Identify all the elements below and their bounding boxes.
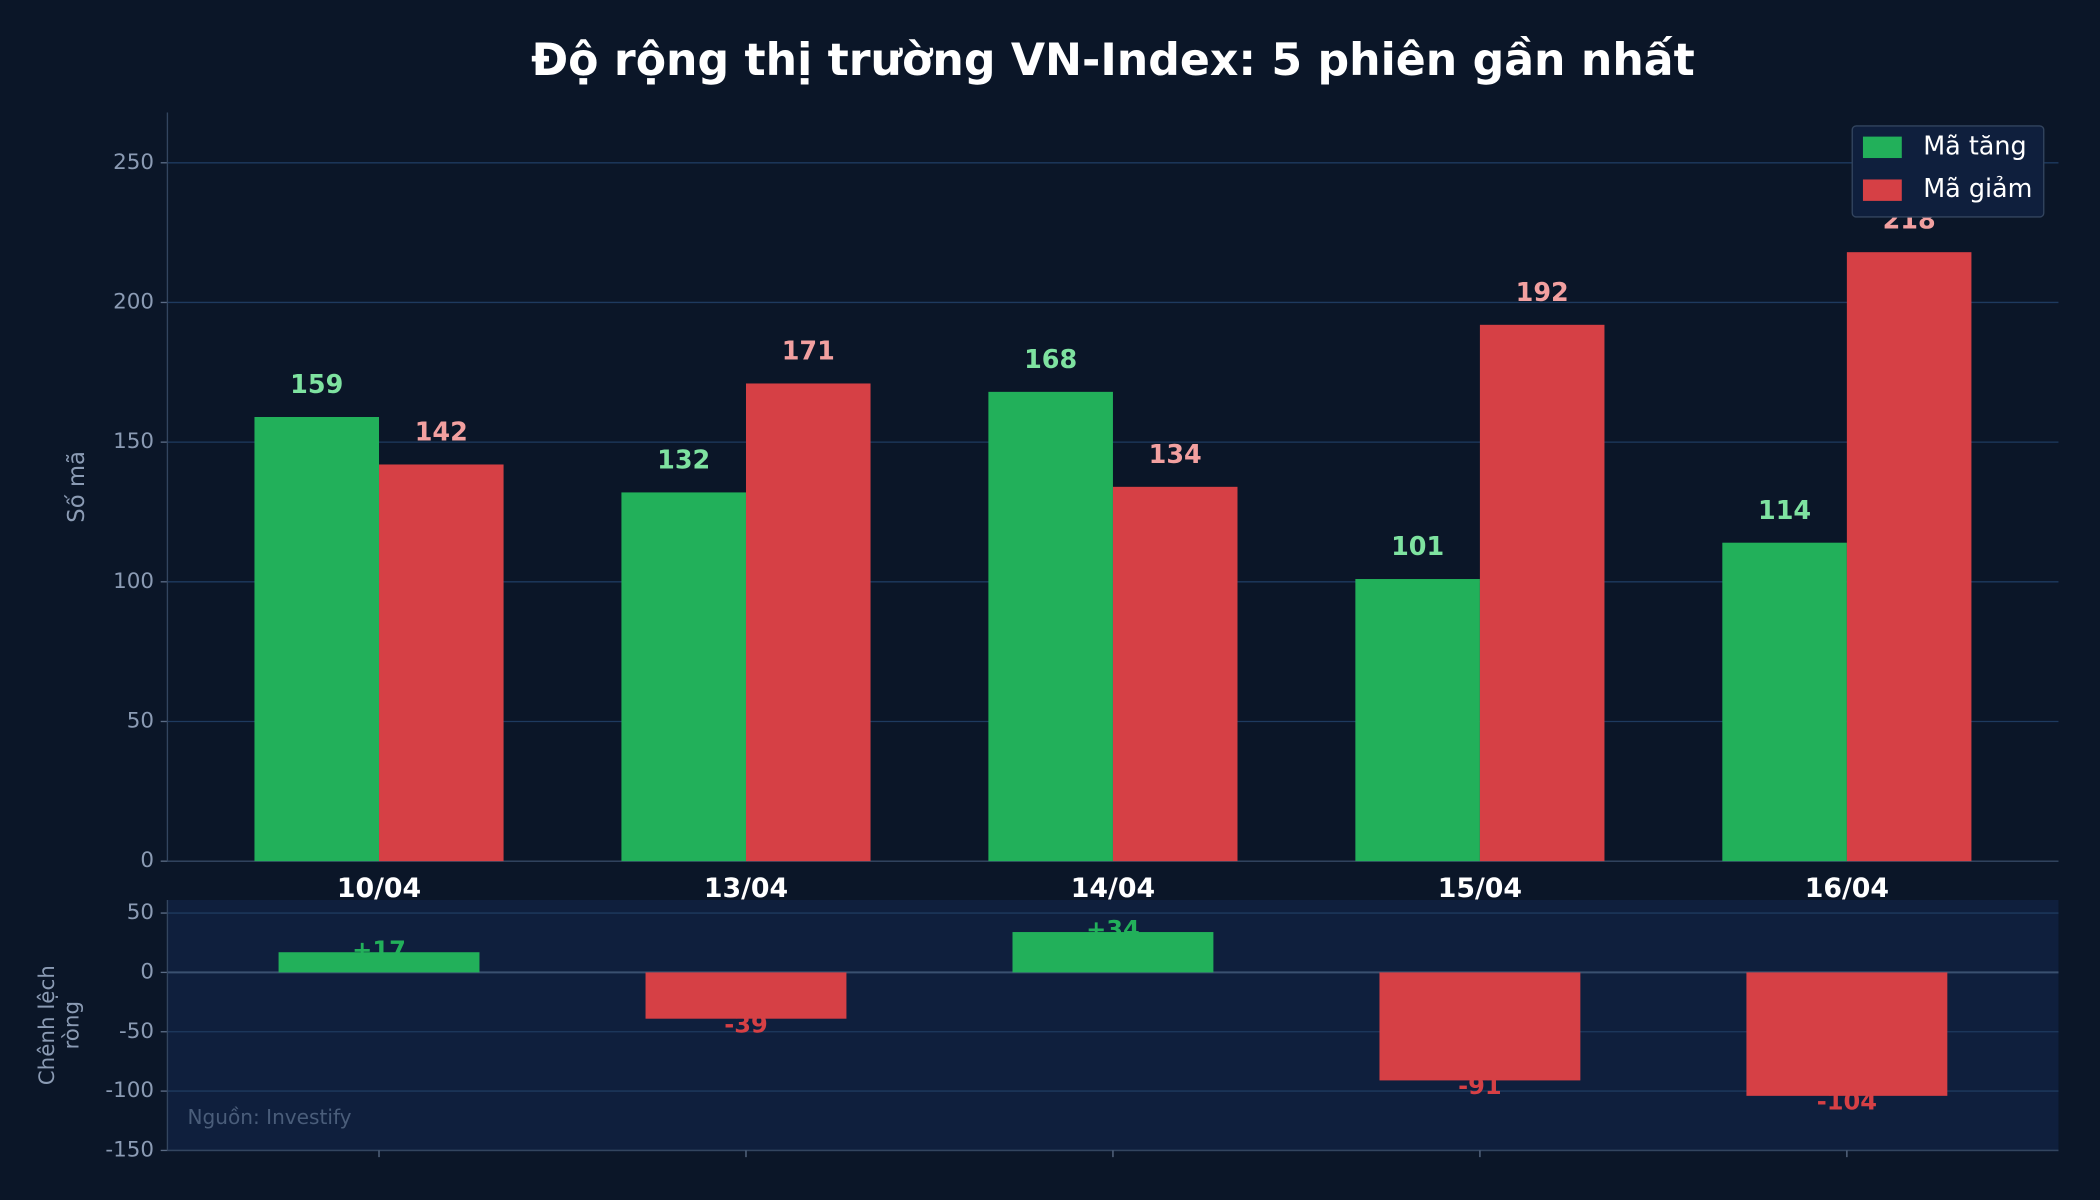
y-tick-label: 200 — [113, 289, 154, 314]
y-tick-label: -100 — [105, 1078, 154, 1103]
bar — [1355, 579, 1480, 862]
bar — [1112, 486, 1238, 862]
bar-value-label: 192 — [1516, 277, 1569, 307]
bar — [1746, 972, 1948, 1096]
y-tick-label: 50 — [127, 708, 154, 733]
bar — [1722, 542, 1847, 862]
legend-label: Mã tăng — [1923, 130, 2026, 160]
x-tick-label: 14/04 — [1071, 873, 1155, 904]
bar — [988, 391, 1113, 862]
bar — [379, 464, 504, 862]
bar-value-label: -39 — [724, 1010, 768, 1038]
legend-label: Mã giảm — [1923, 173, 2032, 203]
bar-value-label: 114 — [1758, 495, 1811, 525]
y-tick-label: 150 — [113, 429, 154, 454]
bar — [1479, 324, 1605, 862]
bar-value-label: 171 — [782, 336, 835, 366]
y-tick-label: 100 — [113, 569, 154, 594]
bar-value-label: +17 — [352, 936, 406, 964]
y-tick-label: 50 — [127, 900, 154, 925]
y-axis-label: Chênh lệchròng — [35, 965, 84, 1085]
y-tick-label: -150 — [105, 1137, 154, 1162]
legend-swatch — [1862, 136, 1902, 159]
x-tick-label: 15/04 — [1438, 873, 1522, 904]
bar — [621, 492, 746, 862]
bar-value-label: 101 — [1391, 531, 1444, 561]
x-tick-label: 13/04 — [704, 873, 788, 904]
bar-value-label: 142 — [415, 417, 468, 447]
bar — [278, 952, 480, 973]
source-annotation: Nguồn: Investify — [188, 1105, 352, 1129]
bar-value-label: -104 — [1817, 1088, 1877, 1116]
legend-swatch — [1862, 179, 1902, 201]
bar-value-label: -91 — [1458, 1072, 1502, 1100]
bar — [254, 416, 380, 862]
bar-value-label: 132 — [657, 445, 710, 475]
bar — [1012, 932, 1214, 973]
bar — [1846, 252, 1972, 862]
x-tick-label: 10/04 — [337, 873, 421, 904]
y-tick-label: 0 — [140, 959, 154, 984]
bar-value-label: +34 — [1086, 916, 1140, 944]
bar — [1379, 972, 1581, 1081]
y-tick-label: 0 — [140, 848, 154, 873]
bar — [645, 972, 847, 1019]
y-tick-label: 250 — [113, 150, 154, 175]
bar-value-label: 159 — [290, 369, 343, 399]
bar-value-label: 134 — [1149, 439, 1202, 469]
y-tick-label: -50 — [119, 1019, 154, 1044]
chart-title: Độ rộng thị trường VN-Index: 5 phiên gần… — [531, 35, 1695, 86]
bar — [745, 383, 871, 862]
y-axis-label: Số mã — [64, 451, 90, 523]
bar-value-label: 168 — [1024, 344, 1077, 374]
x-tick-label: 16/04 — [1805, 873, 1889, 904]
